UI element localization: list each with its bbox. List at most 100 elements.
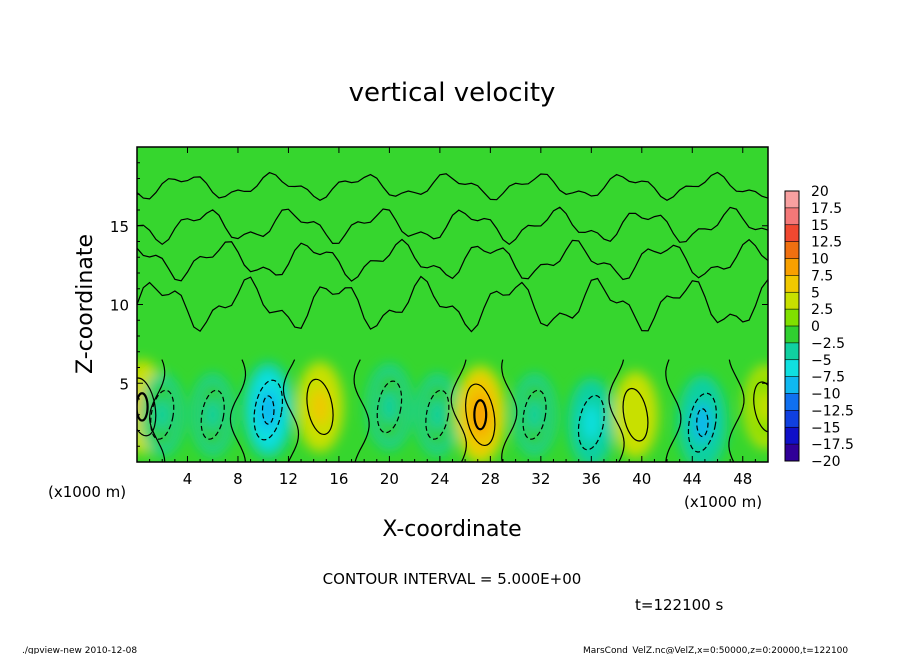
colorbar-swatch [785,292,799,310]
colorbar-label: 10 [811,252,829,268]
y-unit-label: (x1000 m) [684,493,762,511]
x-tick-label: 8 [233,470,243,488]
contour-lines [137,171,768,462]
colorbar-swatch [785,410,799,428]
colorbar-swatch [785,275,799,293]
contour-line [200,389,225,440]
contour-interval-text: CONTOUR INTERVAL = 5.000E+00 [323,570,582,588]
colorbar-label: −10 [811,387,841,403]
footer-right: MarsCond_VelZ.nc@VelZ,x=0:50000,z=0:2000… [583,646,848,654]
contour-line [465,383,496,447]
x-tick-label: 24 [430,470,449,488]
x-tick-label: 4 [183,470,193,488]
y-tick-label: 15 [110,218,129,236]
footer-left: ./gpview-new 2010-12-08 [22,646,137,654]
x-tick-label: 32 [531,470,550,488]
colorbar-label: 20 [811,184,829,200]
colorbar: 2017.51512.5107.552.50−2.5−5−7.5−10−12.5… [784,184,854,470]
y-tick-label: 5 [119,375,129,393]
colorbar-swatch [785,427,799,445]
velocity-cell-core [154,398,170,432]
colorbar-label: 0 [811,319,820,335]
colorbar-swatch [785,376,799,394]
contour-line [137,171,768,201]
colorbar-swatch [785,258,799,276]
contour-line [622,387,649,442]
colorbar-swatch [785,241,799,259]
contour-line [501,359,518,462]
x-tick-label: 40 [632,470,651,488]
colorbar-label: −12.5 [811,403,854,419]
velocity-cell-core [381,389,398,425]
contour-line [376,380,403,434]
contour-line [229,359,247,462]
time-label: t=122100 s [635,596,723,614]
velocity-cell-core [627,397,644,433]
velocity-cell-core [204,398,221,432]
contour-line [665,359,682,462]
x-tick-label: 16 [329,470,348,488]
contour-line [753,381,768,433]
contour-line [577,394,605,451]
contour-line [696,408,709,438]
colorbar-swatch [785,191,799,208]
contour-line [353,359,370,462]
x-tick-label: 44 [683,470,702,488]
velocity-cell-core [526,398,543,432]
colorbar-label: 5 [811,285,820,301]
x-tick-label: 20 [380,470,399,488]
colorbar-label: 17.5 [811,201,842,217]
y-tick-label: 10 [110,297,129,315]
colorbar-swatch [785,444,799,461]
contour-line [261,395,275,425]
colorbar-label: −7.5 [811,370,845,386]
colorbar-swatch [785,326,799,343]
colorbar-label: −15 [811,420,841,436]
colorbar-label: 2.5 [811,302,833,318]
contour-line [282,359,300,462]
contour-line [137,392,149,422]
contour-line [425,389,450,440]
colorbar-label: −5 [811,353,832,369]
contour-line [150,389,175,440]
contour-line [687,392,717,453]
y-axis-ticks: 5 10 15 [110,162,768,447]
colorbar-swatch [785,393,799,411]
colorbar-label: −2.5 [811,336,845,352]
y-axis-label: Z-coordinate [73,234,98,374]
velocity-cell-core [692,402,712,443]
chart-title: vertical velocity [349,78,556,108]
contour-line [522,389,547,440]
colorbar-label: −17.5 [811,437,854,453]
x-tick-label: 48 [733,470,752,488]
x-unit-label-left: (x1000 m) [48,483,126,501]
x-tick-label: 12 [279,470,298,488]
colorbar-label: 12.5 [811,235,842,251]
contour-line [148,359,166,462]
colorbar-label: −20 [811,454,841,470]
velocity-cell-core [757,390,768,424]
contour-line [306,378,334,436]
contour-line [137,206,768,246]
x-axis-label: X-coordinate [382,517,521,542]
velocity-cell-core [582,404,600,441]
colorbar-label: 15 [811,218,829,234]
colorbar-swatch [785,309,799,326]
velocity-cells [137,359,768,462]
colorbar-label: 7.5 [811,268,833,284]
x-axis-ticks: 4 8 12 16 20 24 28 32 36 40 44 48 [149,147,769,488]
contour-line [450,359,467,462]
x-tick-label: 28 [481,470,500,488]
colorbar-swatch [785,207,799,225]
velocity-cell-core [311,388,329,426]
contour-line [728,359,745,462]
velocity-cell-core [429,398,446,432]
contour-line [137,275,768,333]
velocity-cell-core [258,389,278,431]
contour-line [137,238,768,282]
colorbar-swatch [785,224,799,242]
contour-line [608,359,625,462]
colorbar-swatch [785,342,799,360]
